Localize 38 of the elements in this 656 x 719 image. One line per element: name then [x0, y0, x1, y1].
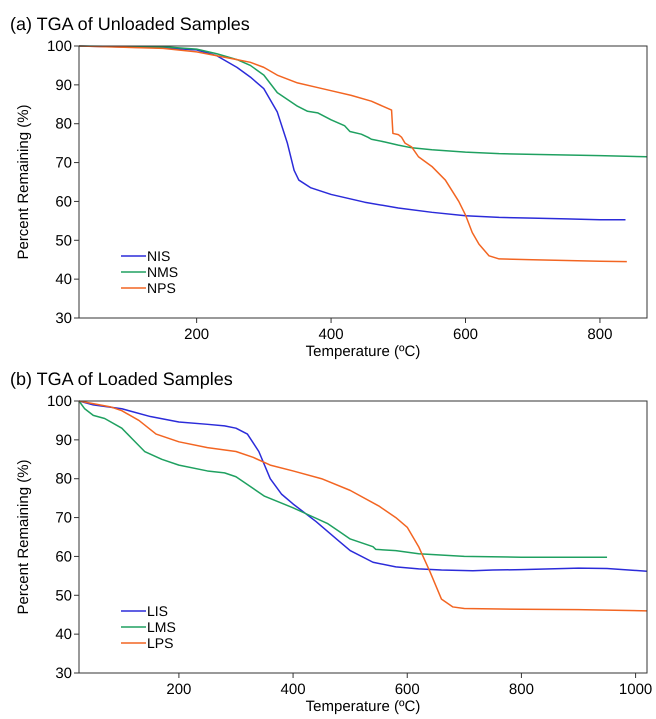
legend-label: NMS	[147, 264, 178, 280]
chart-title: (b) TGA of Loaded Samples	[10, 369, 233, 389]
legend-label: LPS	[147, 635, 174, 651]
x-tick-label: 200	[184, 326, 210, 343]
y-tick-label: 100	[46, 393, 72, 410]
legend-label: NPS	[147, 280, 176, 296]
y-tick-label: 70	[55, 154, 72, 172]
y-axis-title: Percent Remaining (%)	[15, 459, 32, 615]
x-tick-label: 400	[318, 326, 344, 343]
y-tick-label: 40	[55, 271, 72, 288]
x-tick-label: 600	[394, 681, 420, 698]
x-tick-label: 200	[166, 681, 192, 698]
x-tick-label: 800	[508, 681, 534, 698]
y-tick-label: 50	[55, 587, 72, 604]
chart-title: (a) TGA of Unloaded Samples	[10, 14, 250, 34]
legend-label: NIS	[147, 248, 170, 264]
legend-label: LMS	[147, 619, 176, 635]
y-tick-label: 30	[55, 665, 72, 682]
y-tick-label: 30	[55, 310, 72, 327]
x-tick-label: 600	[452, 326, 478, 343]
y-tick-label: 60	[55, 548, 72, 566]
y-tick-label: 40	[55, 626, 72, 644]
x-tick-label: 1000	[618, 681, 652, 698]
y-tick-label: 90	[55, 76, 72, 94]
legend-label: LIS	[147, 603, 168, 619]
y-tick-label: 100	[46, 38, 72, 55]
y-tick-label: 60	[55, 193, 72, 210]
y-axis-title: Percent Remaining (%)	[15, 104, 32, 260]
x-axis-title: Temperature (ºC)	[306, 698, 420, 715]
y-tick-label: 90	[55, 432, 72, 449]
x-tick-label: 400	[280, 681, 306, 698]
y-tick-label: 70	[55, 510, 72, 527]
x-tick-label: 800	[587, 326, 612, 343]
y-tick-label: 80	[55, 470, 72, 488]
x-axis-title: Temperature (ºC)	[306, 343, 420, 360]
line-series	[78, 45, 628, 262]
y-tick-label: 80	[55, 116, 72, 133]
y-tick-label: 50	[55, 232, 72, 250]
